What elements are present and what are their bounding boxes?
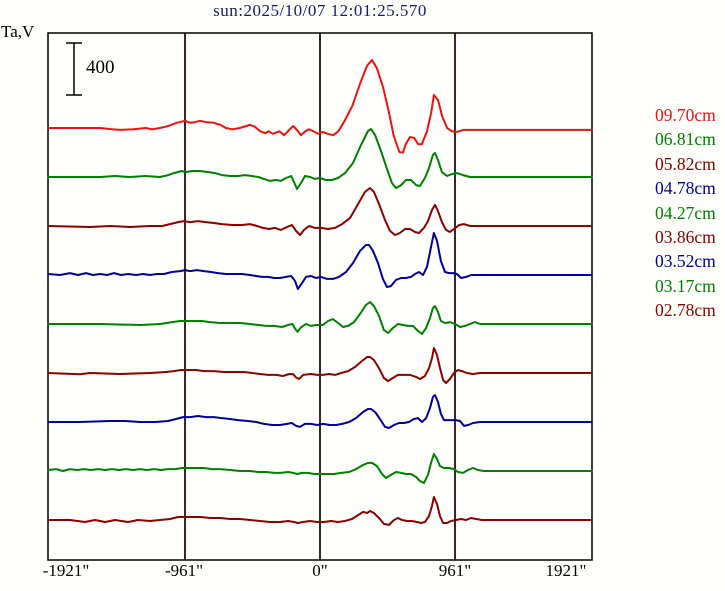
x-tick-label: -961" [164, 561, 204, 580]
trace-03.86cm [47, 347, 593, 384]
trace-04.27cm [47, 301, 593, 335]
plot-title: sun:2025/10/07 12:01:25.570 [213, 1, 427, 20]
legend-item-03.86cm: 03.86cm [655, 227, 716, 248]
y-axis-label: Ta,V [1, 22, 35, 41]
scale-bar-value: 400 [86, 57, 115, 78]
trace-02.78cm [47, 496, 593, 526]
legend-item-03.52cm: 03.52cm [655, 251, 716, 272]
trace-03.17cm [47, 453, 593, 484]
trace-05.82cm [47, 187, 593, 236]
legend-item-06.81cm: 06.81cm [655, 129, 716, 150]
trace-04.78cm [47, 232, 593, 290]
trace-06.81cm [47, 128, 593, 190]
x-tick-label: 0" [312, 561, 328, 580]
wavelength-legend: 09.70cm 06.81cm 05.82cm 04.78cm 04.27cm 03.86… [655, 103, 725, 323]
legend-item-03.17cm: 03.17cm [655, 275, 716, 296]
legend-item-09.70cm: 09.70cm [655, 105, 716, 125]
legend-item-05.82cm: 05.82cm [655, 153, 716, 174]
legend-item-04.78cm: 04.78cm [655, 178, 716, 199]
plot-frame [47, 32, 593, 561]
x-tick-label: -1921" [42, 561, 90, 580]
x-tick-label: 961" [438, 561, 472, 580]
legend-item-02.78cm: 02.78cm [655, 300, 716, 321]
trace-09.70cm [47, 59, 593, 154]
x-tick-label: 1921" [545, 561, 587, 580]
legend-item-04.27cm: 04.27cm [655, 202, 716, 223]
trace-03.52cm [47, 394, 593, 429]
